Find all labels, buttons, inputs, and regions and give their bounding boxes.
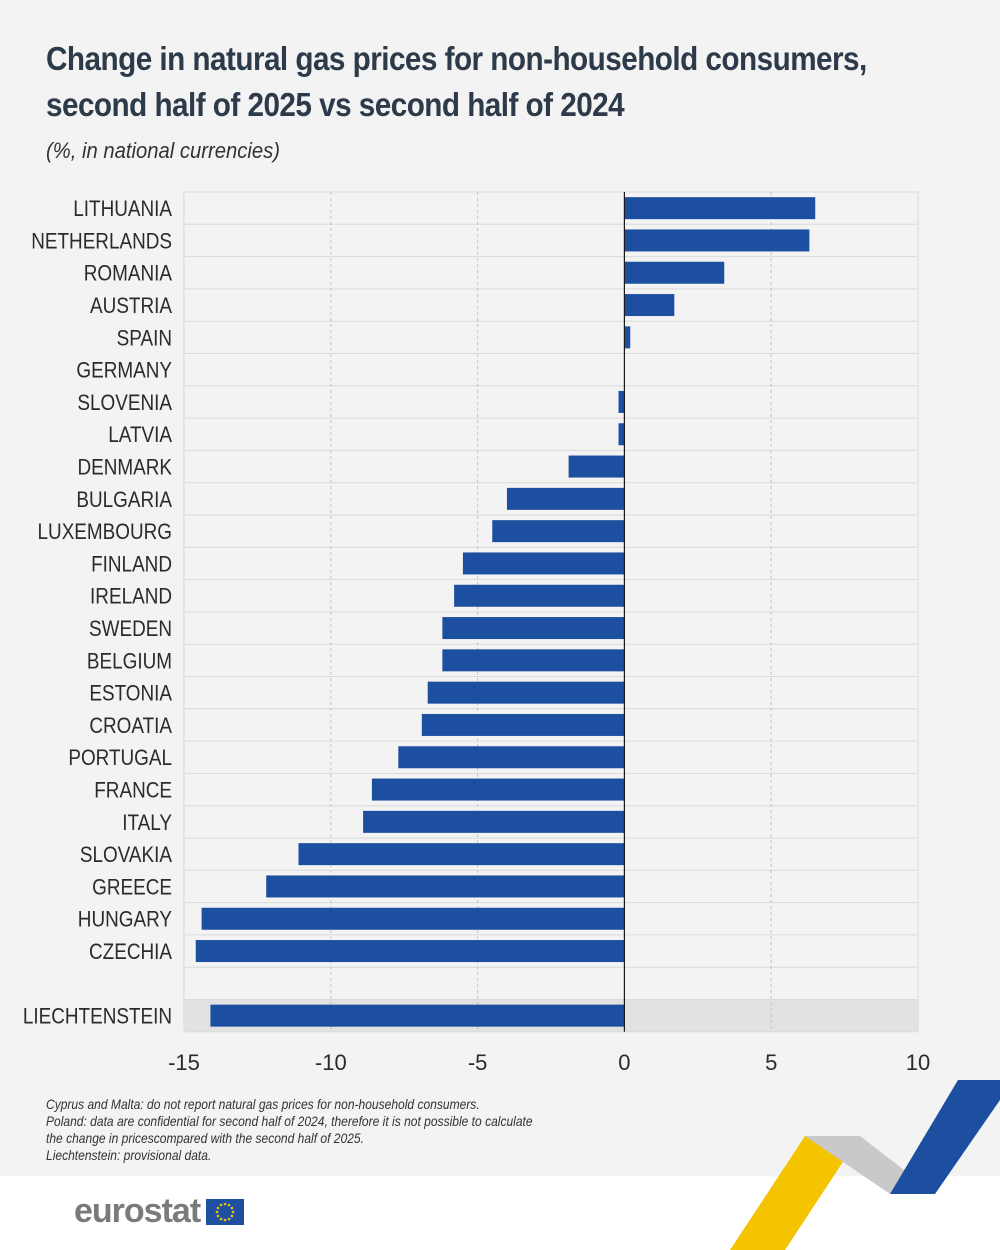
footnote-poland: Poland: data are confidential for second… — [46, 1113, 533, 1129]
bar-france — [371, 778, 625, 801]
category-label-latvia: LATVIA — [108, 423, 172, 448]
bar-estonia — [427, 681, 625, 704]
eurostat-logo: eurostat — [74, 1192, 245, 1231]
bar-czechia — [195, 940, 625, 963]
bar-croatia — [421, 713, 625, 736]
footnote-poland-cont: the change in pricescompared with the se… — [46, 1130, 364, 1146]
footnote-liechtenstein: Liechtenstein: provisional data. — [46, 1147, 212, 1163]
category-label-lithuania: LITHUANIA — [73, 197, 172, 222]
chart-title-line-1: Change in natural gas prices for non-hou… — [46, 40, 867, 77]
bar-spain — [624, 326, 631, 349]
x-tick-label: -15 — [168, 1050, 200, 1075]
bar-ireland — [454, 584, 625, 607]
eu-flag-icon — [206, 1198, 245, 1225]
bar-latvia — [618, 423, 625, 446]
category-label-slovenia: SLOVENIA — [77, 391, 172, 416]
category-label-portugal: PORTUGAL — [68, 746, 172, 771]
bar-belgium — [442, 649, 625, 672]
bar-bulgaria — [506, 487, 625, 510]
x-tick-label: -5 — [468, 1050, 488, 1075]
category-label-italy: ITALY — [122, 811, 172, 836]
bar-slovenia — [618, 390, 625, 413]
bar-romania — [624, 261, 725, 284]
x-tick-label: -10 — [315, 1050, 347, 1075]
ribbon-blue — [890, 1080, 1000, 1194]
footnotes: Cyprus and Malta: do not report natural … — [46, 1096, 596, 1164]
category-label-greece: GREECE — [92, 875, 172, 900]
category-label-netherlands: NETHERLANDS — [31, 229, 172, 254]
bar-liechtenstein — [210, 1004, 625, 1027]
bar-hungary — [201, 907, 625, 930]
category-label-belgium: BELGIUM — [87, 649, 172, 674]
footnote-cyprus-malta: Cyprus and Malta: do not report natural … — [46, 1096, 480, 1112]
chart-title: Change in natural gas prices for non-hou… — [46, 36, 874, 128]
bar-denmark — [568, 455, 625, 478]
category-label-czechia: CZECHIA — [89, 940, 172, 965]
bar-italy — [363, 810, 625, 833]
decorative-ribbon — [730, 1080, 1000, 1250]
category-label-spain: SPAIN — [117, 326, 172, 351]
chart-subtitle: (%, in national currencies) — [46, 138, 280, 163]
category-label-denmark: DENMARK — [77, 455, 172, 480]
category-label-croatia: CROATIA — [89, 714, 172, 739]
category-label-liechtenstein: LIECHTENSTEIN — [23, 1004, 172, 1029]
category-label-bulgaria: BULGARIA — [76, 488, 172, 513]
ribbon-yellow — [730, 1136, 860, 1250]
x-tick-label: 10 — [906, 1050, 930, 1075]
bar-chart: LITHUANIA NETHERLANDS ROMANIA AUSTRIA SPAIN G… — [23, 191, 930, 1075]
category-label-finland: FINLAND — [91, 552, 172, 577]
category-label-luxembourg: LUXEMBOURG — [38, 520, 172, 545]
footer — [0, 1176, 1000, 1250]
x-tick-label: 0 — [618, 1050, 630, 1075]
bar-austria — [624, 294, 675, 317]
category-label-france: FRANCE — [94, 778, 172, 803]
category-label-austria: AUSTRIA — [90, 294, 172, 319]
bar-finland — [462, 552, 625, 575]
x-tick-label: 5 — [765, 1050, 777, 1075]
category-label-germany: GERMANY — [76, 358, 172, 383]
bar-greece — [266, 875, 625, 898]
category-label-hungary: HUNGARY — [78, 907, 172, 932]
category-label-slovakia: SLOVAKIA — [80, 843, 172, 868]
category-label-sweden: SWEDEN — [89, 617, 172, 642]
bar-lithuania — [624, 197, 816, 220]
chart-title-line-2: second half of 2025 vs second half of 20… — [46, 86, 625, 123]
category-label-estonia: ESTONIA — [89, 681, 172, 706]
bar-netherlands — [624, 229, 810, 252]
category-label-romania: ROMANIA — [84, 261, 173, 286]
bar-slovakia — [298, 843, 625, 866]
eurostat-logo-text: eurostat — [74, 1192, 201, 1230]
category-label-ireland: IRELAND — [90, 584, 172, 609]
bar-sweden — [442, 617, 625, 640]
bar-luxembourg — [492, 520, 625, 543]
bar-portugal — [398, 746, 625, 769]
